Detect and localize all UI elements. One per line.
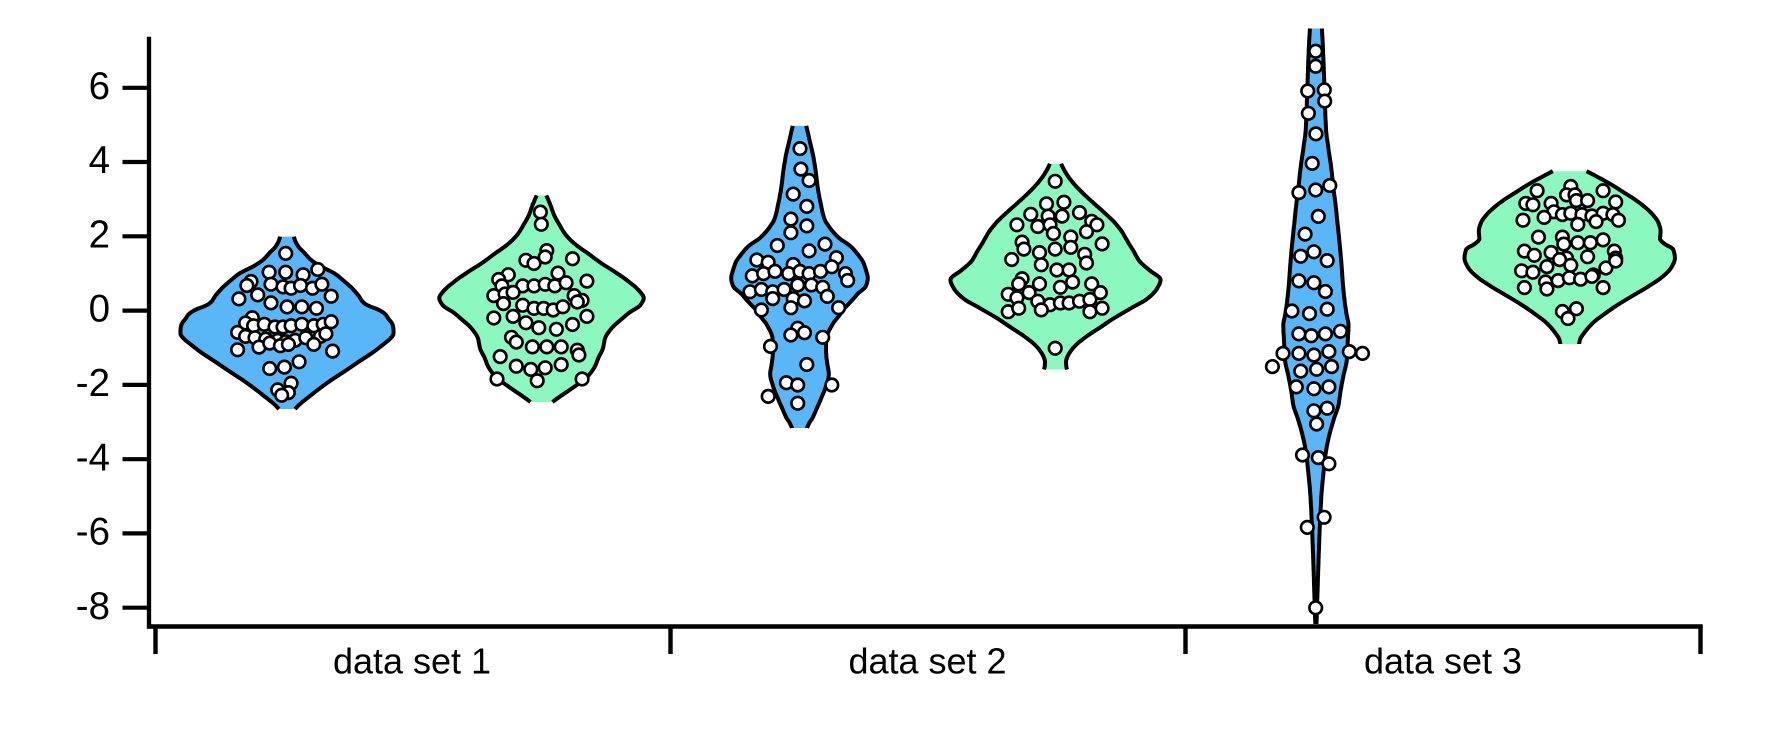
svg-text:-6: -6 [76,511,110,554]
svg-text:2: 2 [89,213,110,256]
svg-text:-8: -8 [76,585,110,628]
svg-text:-4: -4 [76,436,110,479]
svg-text:0: 0 [89,288,110,331]
svg-text:-2: -2 [76,362,110,405]
svg-text:data set 3: data set 3 [1364,640,1522,681]
svg-text:data set 1: data set 1 [333,640,491,681]
svg-text:data set 2: data set 2 [848,640,1006,681]
svg-text:4: 4 [89,139,110,182]
svg-text:6: 6 [89,65,110,108]
